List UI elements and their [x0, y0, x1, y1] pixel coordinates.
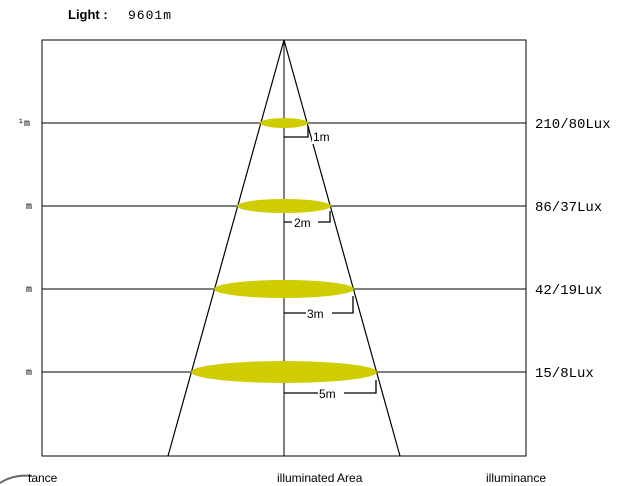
span-label-bg: [306, 306, 332, 320]
span-label-bg: [292, 215, 318, 229]
span-label-bg: [318, 386, 344, 400]
beam-edge-left: [167, 39, 285, 457]
light-value: 9601m: [128, 8, 172, 23]
span-bracket: [284, 126, 309, 138]
cropped-stroke: [0, 474, 33, 484]
illuminated-spot: [237, 199, 331, 213]
span-label: 5m: [319, 387, 336, 401]
illuminance-label: 86/37Lux: [535, 200, 602, 216]
distance-column-label: tance: [28, 471, 58, 485]
distance-label: m: [26, 368, 32, 379]
span-label-bg: [312, 130, 334, 144]
distance-label: m: [26, 202, 32, 213]
illuminance-label: 42/19Lux: [535, 283, 602, 299]
illuminated-spot: [191, 361, 377, 383]
span-label: 2m: [294, 216, 311, 230]
beam-edge-right: [283, 39, 401, 457]
illuminance-label: 15/8Lux: [535, 366, 594, 382]
span-label: 1m: [313, 130, 330, 144]
illuminated-spot: [214, 280, 354, 298]
span-label: 3m: [307, 307, 324, 321]
illuminance-label: 210/80Lux: [535, 117, 611, 133]
illuminated-spot: [260, 118, 308, 128]
illuminance-column-label: illuminance: [486, 471, 546, 485]
span-bracket: [284, 380, 377, 394]
light-label: Light :: [68, 7, 108, 22]
distance-label: m: [26, 285, 32, 296]
area-column-label: illuminated Area: [277, 471, 363, 485]
distance-label: ¹m: [18, 119, 30, 130]
